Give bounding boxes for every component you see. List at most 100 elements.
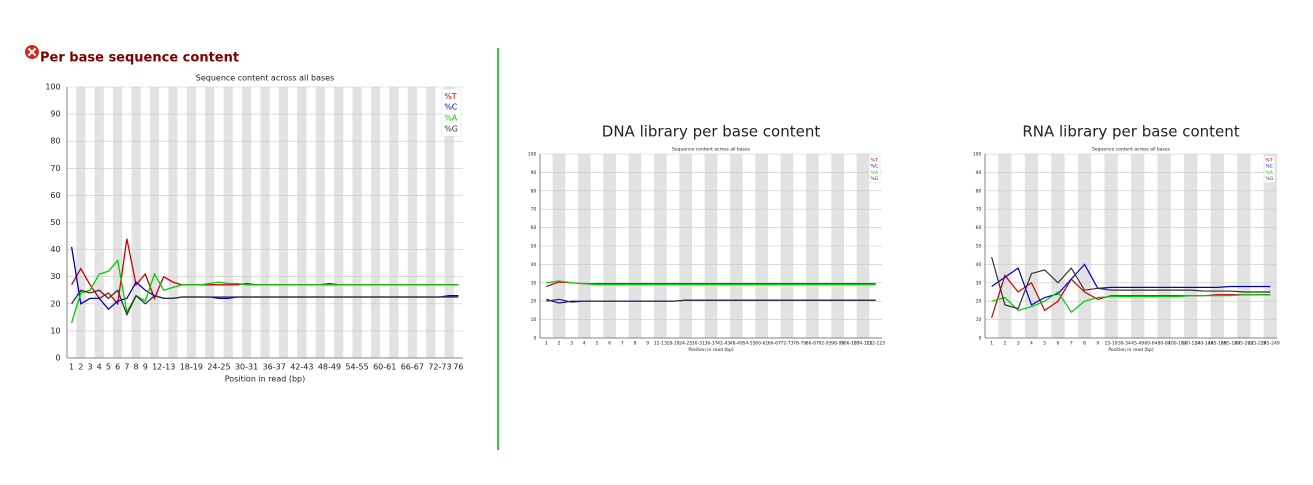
series-line	[546, 280, 876, 286]
x-tick-label: 24-25	[207, 362, 230, 371]
x-tick-label: 5	[1043, 340, 1046, 346]
error-icon	[25, 45, 39, 59]
y-tick-label: 0	[534, 336, 537, 342]
y-tick-label: 60	[531, 225, 537, 231]
x-tick-label: 54-55	[345, 362, 368, 371]
y-tick-label: 20	[50, 299, 60, 308]
y-tick-label: 0	[56, 354, 61, 363]
y-tick-label: 90	[50, 110, 60, 119]
y-tick-label: 60	[976, 225, 982, 231]
x-tick-label: 114-115	[854, 340, 873, 346]
legend-label: %C	[444, 103, 458, 112]
x-tick-label: 30-31	[692, 340, 705, 346]
x-tick-label: 30-31	[235, 362, 258, 371]
x-tick-label: 18-19	[666, 340, 679, 346]
x-tick-label: 30-34	[1118, 340, 1131, 346]
x-tick-label: 1	[990, 340, 993, 346]
x-tick-label: 60-61	[755, 340, 768, 346]
legend-label: %G	[444, 124, 458, 133]
y-tick-label: 40	[50, 245, 60, 254]
chart-title: DNA library per base content	[602, 123, 821, 141]
x-tick-label: 76	[453, 362, 463, 371]
x-tick-label: 7	[124, 362, 129, 371]
legend-box	[1263, 155, 1276, 183]
x-tick-label: 45-49	[1131, 340, 1144, 346]
series-line	[991, 274, 1271, 318]
x-tick-label: 7	[621, 340, 624, 346]
x-tick-label: 5	[596, 340, 599, 346]
x-tick-label: 60-61	[373, 362, 396, 371]
x-tick-label: 225-229	[1248, 340, 1267, 346]
y-tick-label: 10	[976, 317, 982, 323]
y-tick-label: 20	[531, 299, 537, 305]
y-tick-label: 30	[976, 280, 982, 286]
x-tick-label: 140-144	[1195, 340, 1214, 346]
legend-label: %T	[1266, 158, 1273, 164]
x-tick-label: 245-249	[1261, 340, 1280, 346]
series-line	[546, 281, 876, 288]
y-tick-label: 80	[531, 188, 537, 194]
y-tick-label: 80	[50, 137, 60, 146]
x-tick-label: 24-25	[679, 340, 692, 346]
y-tick-label: 10	[531, 317, 537, 323]
x-tick-label: 78-79	[793, 340, 806, 346]
legend-box	[868, 155, 881, 183]
x-tick-label: 2	[558, 340, 561, 346]
x-tick-label: 6	[115, 362, 120, 371]
x-tick-label: 36-37	[263, 362, 286, 371]
x-tick-label: 4	[97, 362, 102, 371]
x-tick-label: 205-209	[1234, 340, 1253, 346]
y-tick-label: 40	[976, 262, 982, 268]
x-tick-label: 6	[608, 340, 611, 346]
legend-label: %C	[1266, 164, 1273, 170]
chart-subtitle: Sequence content across all bases	[672, 147, 751, 153]
x-tick-label: 36-37	[704, 340, 717, 346]
x-tick-label: 120-124	[1181, 340, 1200, 346]
x-tick-label: 98-99	[831, 340, 844, 346]
x-tick-label: 60-64	[1144, 340, 1157, 346]
x-tick-label: 8	[134, 362, 139, 371]
legend-label: %A	[871, 170, 879, 176]
x-tick-label: 2	[78, 362, 83, 371]
chart-subtitle: Sequence content across all bases	[196, 74, 335, 83]
y-tick-label: 30	[50, 272, 60, 281]
x-tick-label: 100-104	[1168, 340, 1187, 346]
x-tick-label: 3	[1017, 340, 1020, 346]
x-tick-label: 9	[143, 362, 148, 371]
y-tick-label: 60	[50, 191, 60, 200]
series-line	[991, 291, 1271, 314]
y-tick-label: 70	[531, 207, 537, 213]
x-tick-label: 106-107	[841, 340, 860, 346]
x-tick-label: 8	[634, 340, 637, 346]
header-title: Per base sequence content	[40, 51, 239, 66]
x-tick-label: 72-73	[780, 340, 793, 346]
series-line	[991, 256, 1271, 310]
x-tick-label: 4	[1030, 340, 1033, 346]
x-axis-label: Position in read (bp)	[1108, 347, 1154, 353]
x-tick-label: 1	[545, 340, 548, 346]
legend-label: %T	[871, 158, 878, 164]
x-tick-label: 86-87	[806, 340, 819, 346]
y-tick-label: 70	[976, 207, 982, 213]
x-tick-label: 15-19	[1105, 340, 1118, 346]
y-tick-label: 50	[976, 244, 982, 250]
y-tick-label: 50	[531, 244, 537, 250]
x-tick-label: 5	[106, 362, 111, 371]
series-line	[546, 298, 876, 303]
series-line	[71, 289, 459, 317]
x-tick-label: 42-43	[717, 340, 730, 346]
x-tick-label: 2	[1003, 340, 1006, 346]
x-tick-label: 12-13	[152, 362, 175, 371]
y-tick-label: 30	[531, 280, 537, 286]
x-tick-label: 3	[87, 362, 92, 371]
x-tick-label: 72-73	[428, 362, 451, 371]
x-tick-label: 54-55	[742, 340, 755, 346]
y-tick-label: 20	[976, 299, 982, 305]
legend-label: %A	[1266, 170, 1274, 176]
chart-subtitle: Sequence content across all bases	[1092, 147, 1171, 153]
x-tick-label: 4	[583, 340, 586, 346]
x-tick-label: 7	[1070, 340, 1073, 346]
x-tick-label: 122-123	[866, 340, 885, 346]
x-tick-label: 9	[646, 340, 649, 346]
x-tick-label: 92-93	[818, 340, 831, 346]
